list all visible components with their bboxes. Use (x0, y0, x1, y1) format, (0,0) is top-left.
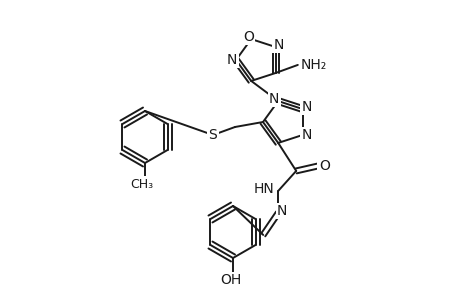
Text: N: N (301, 128, 311, 142)
Text: OH: OH (220, 273, 241, 287)
Text: HN: HN (253, 182, 274, 196)
Text: N: N (301, 100, 311, 114)
Text: CH₃: CH₃ (130, 178, 153, 190)
Text: N: N (226, 53, 237, 67)
Text: O: O (318, 159, 329, 173)
Text: S: S (208, 128, 217, 142)
Text: N: N (276, 204, 287, 218)
Text: N: N (273, 38, 283, 52)
Text: N: N (269, 92, 279, 106)
Text: O: O (242, 30, 253, 44)
Text: NH₂: NH₂ (300, 58, 326, 72)
